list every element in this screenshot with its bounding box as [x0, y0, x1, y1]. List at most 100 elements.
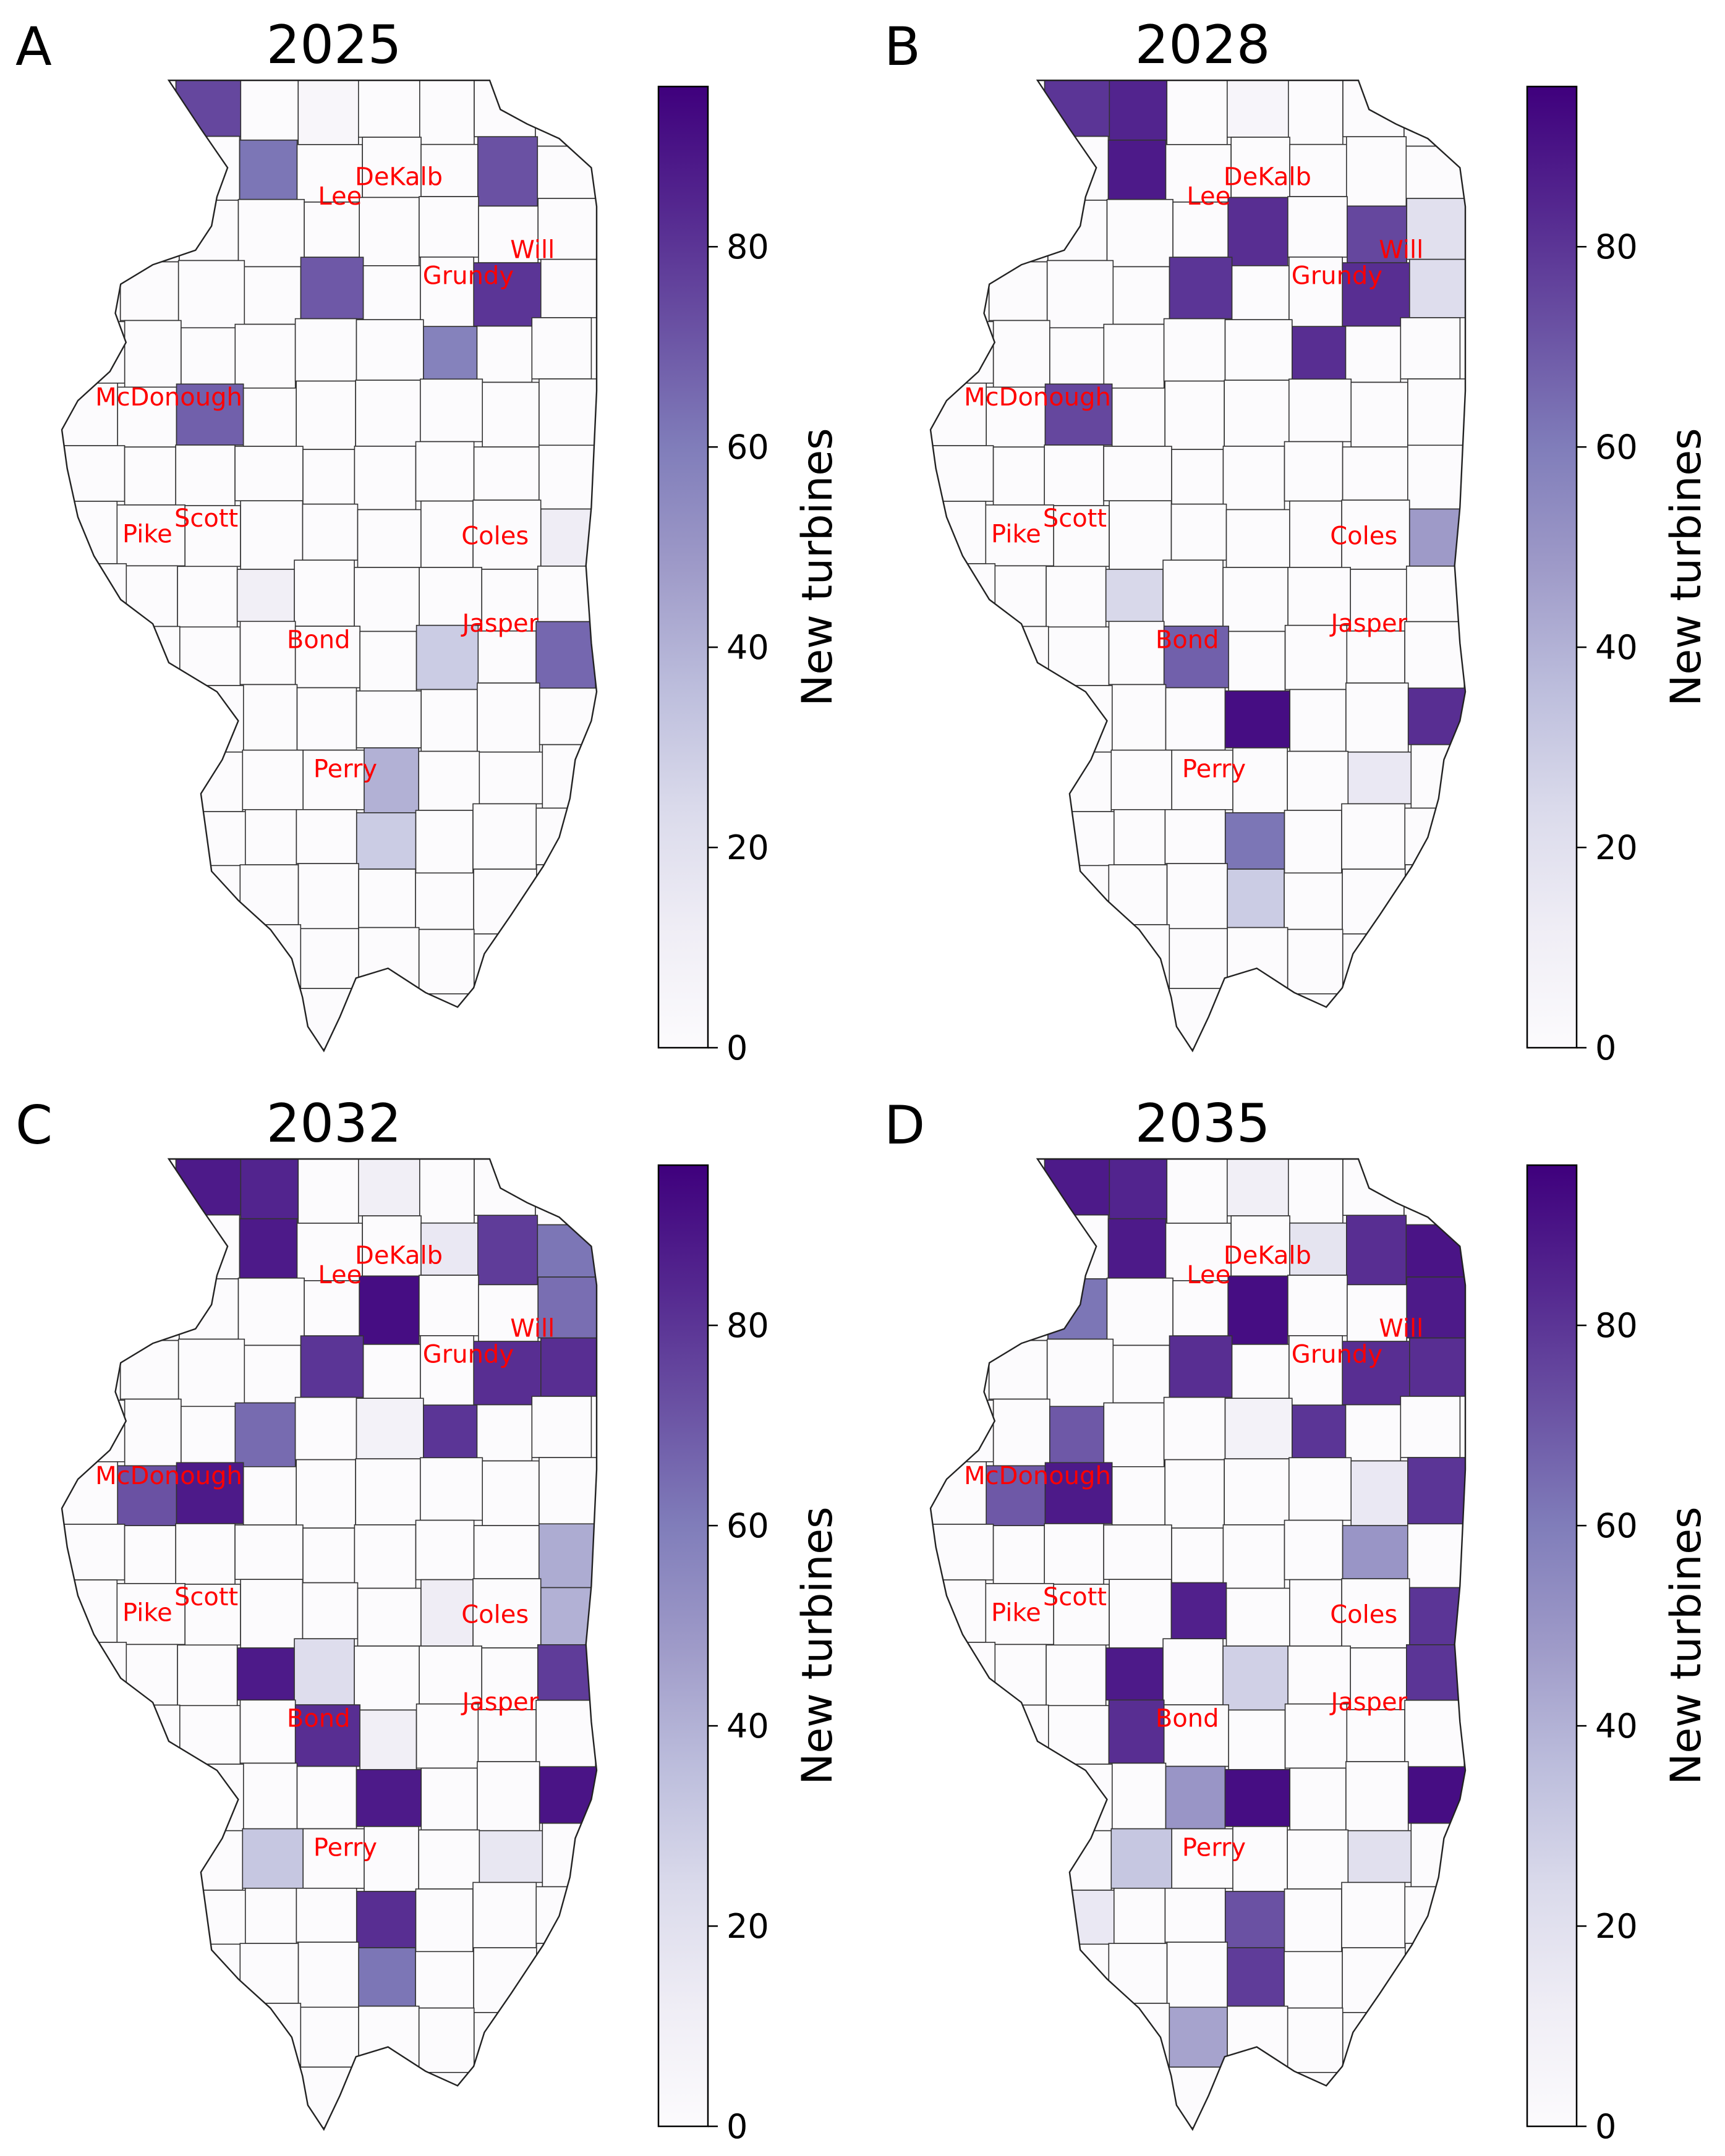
county	[296, 144, 363, 203]
county	[1224, 1458, 1290, 1526]
county	[1049, 135, 1109, 201]
colorbar-tick-label: 40	[1595, 1707, 1638, 1746]
county	[1400, 1396, 1461, 1458]
county	[242, 387, 297, 447]
county	[1341, 803, 1406, 870]
county-highlighted	[297, 80, 359, 145]
county-highlighted	[242, 1828, 304, 1889]
county	[116, 1280, 180, 1341]
county-highlighted	[359, 1275, 420, 1345]
county	[1287, 1275, 1348, 1336]
county	[122, 1946, 186, 2013]
county	[125, 80, 177, 145]
county	[1345, 1404, 1402, 1462]
county	[177, 566, 238, 628]
county	[473, 933, 537, 991]
county	[1232, 1826, 1288, 1892]
county	[481, 1647, 539, 1710]
county	[297, 863, 359, 930]
county	[1342, 933, 1406, 991]
county	[358, 868, 416, 928]
county	[988, 261, 1048, 321]
county-highlighted	[537, 1276, 597, 1339]
county	[540, 258, 597, 318]
county	[420, 1767, 478, 1831]
county	[1049, 1214, 1109, 1280]
county	[1044, 1523, 1104, 1585]
county	[931, 1705, 989, 1772]
county-highlighted	[239, 1218, 298, 1279]
county	[415, 1519, 475, 1581]
county-label: McDonough	[964, 383, 1111, 412]
county	[931, 445, 994, 502]
county	[242, 924, 302, 988]
county	[118, 808, 182, 868]
county	[994, 1159, 1046, 1223]
county-highlighted	[1224, 1769, 1290, 1827]
colorbar-tick-label: 60	[726, 428, 769, 467]
county	[1342, 80, 1405, 137]
county	[539, 687, 597, 745]
county	[1049, 811, 1115, 867]
county	[931, 691, 994, 752]
county	[242, 2003, 302, 2066]
county	[1114, 809, 1166, 865]
county	[931, 989, 987, 1051]
county	[1407, 378, 1465, 446]
colorbar-tick-label: 40	[1595, 628, 1638, 667]
county-label: Pike	[991, 520, 1041, 548]
county	[62, 1341, 121, 1401]
county-highlighted	[300, 257, 364, 320]
county	[1289, 1767, 1347, 1831]
county	[177, 2070, 237, 2129]
county-highlighted	[1165, 1765, 1226, 1830]
county	[115, 1827, 179, 1889]
county	[1163, 318, 1226, 382]
county-label: Perry	[313, 1833, 377, 1862]
county	[177, 260, 245, 329]
county	[242, 1466, 297, 1526]
county	[1166, 1159, 1228, 1224]
colorbar-tick-label: 20	[726, 1907, 769, 1946]
county	[354, 1524, 417, 1589]
county	[1046, 1338, 1114, 1407]
county	[357, 509, 422, 568]
county	[1350, 1647, 1407, 1710]
county	[296, 1459, 356, 1529]
county	[237, 1277, 305, 1346]
county	[1224, 380, 1290, 447]
county	[481, 569, 539, 632]
county	[931, 563, 996, 627]
county-highlighted	[1225, 1891, 1285, 1948]
county	[362, 265, 421, 320]
county	[1164, 1888, 1226, 1943]
county	[419, 1457, 483, 1521]
county	[1171, 1527, 1224, 1584]
colorbar-tick-label: 80	[726, 1306, 769, 1345]
county	[177, 1338, 245, 1407]
county	[1288, 80, 1344, 145]
county	[62, 750, 117, 805]
county	[62, 804, 119, 875]
county	[62, 1829, 117, 1884]
county-highlighted	[535, 621, 596, 689]
county	[1404, 621, 1465, 689]
county	[1284, 872, 1343, 930]
county	[931, 1399, 994, 1462]
county	[126, 565, 178, 627]
county	[992, 681, 1055, 749]
county	[1166, 1942, 1228, 2008]
county-highlighted	[358, 1947, 416, 2007]
county-highlighted	[236, 569, 295, 622]
county	[472, 2069, 533, 2129]
county	[244, 1344, 302, 1404]
county	[62, 626, 120, 693]
county	[537, 145, 597, 199]
county	[364, 1826, 419, 1892]
county	[535, 925, 597, 993]
panel-title-year: 2028	[1135, 14, 1271, 76]
county	[242, 684, 298, 751]
county	[931, 80, 995, 146]
county-highlighted	[1224, 690, 1290, 749]
